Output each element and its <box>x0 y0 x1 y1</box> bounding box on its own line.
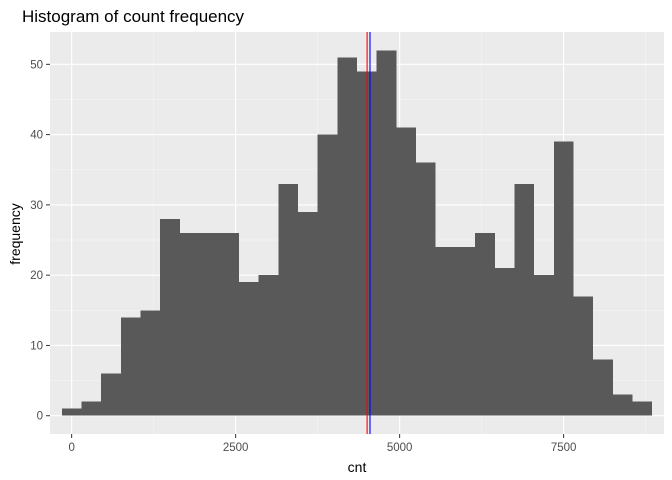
histogram-bar <box>534 275 554 416</box>
y-tick-label: 50 <box>30 59 43 71</box>
histogram-bar <box>396 127 417 416</box>
y-axis-title: frequency <box>7 203 23 264</box>
histogram-bar <box>160 218 180 416</box>
histogram-bar <box>455 247 476 416</box>
histogram-bar <box>337 57 357 416</box>
chart-title: Histogram of count frequency <box>22 7 245 26</box>
y-tick-label: 40 <box>30 130 43 142</box>
histogram-bar <box>101 373 121 416</box>
histogram-bar <box>297 211 318 416</box>
histogram-bar <box>376 50 397 416</box>
x-tick-label: 5000 <box>387 442 413 454</box>
histogram-bar <box>435 247 456 416</box>
histogram-bar <box>258 275 279 416</box>
histogram-bar <box>219 233 239 416</box>
histogram-bar <box>238 282 259 416</box>
x-tick-label: 7500 <box>551 442 577 454</box>
x-axis-ticks: 0 2500 5000 7500 <box>68 434 576 454</box>
histogram-bars <box>61 50 653 416</box>
histogram-bar <box>612 394 633 416</box>
y-tick-label: 10 <box>30 340 43 352</box>
histogram-bar <box>317 134 338 416</box>
histogram-bar <box>632 401 653 416</box>
reference-lines <box>366 32 371 434</box>
y-tick-label: 30 <box>30 200 43 212</box>
histogram-bar <box>514 183 535 416</box>
histogram-bar <box>416 162 436 416</box>
histogram-bar <box>81 401 102 416</box>
histogram-bar <box>494 268 515 416</box>
histogram-bar <box>199 233 220 416</box>
y-tick-label: 0 <box>37 411 43 423</box>
histogram-bar <box>61 408 82 416</box>
x-tick-label: 0 <box>68 442 74 454</box>
y-tick-label: 20 <box>30 270 43 282</box>
x-axis-title: cnt <box>348 459 367 475</box>
histogram-bar <box>278 183 298 416</box>
histogram-bar <box>553 141 574 416</box>
histogram-bar <box>120 317 141 416</box>
histogram-bar <box>573 296 594 416</box>
x-tick-label: 2500 <box>223 442 249 454</box>
histogram-bar <box>593 359 613 416</box>
y-axis-ticks: 0 10 20 30 40 50 <box>30 59 50 423</box>
histogram-bar <box>140 310 161 416</box>
histogram-bar <box>475 233 495 416</box>
histogram-bar <box>179 233 200 416</box>
